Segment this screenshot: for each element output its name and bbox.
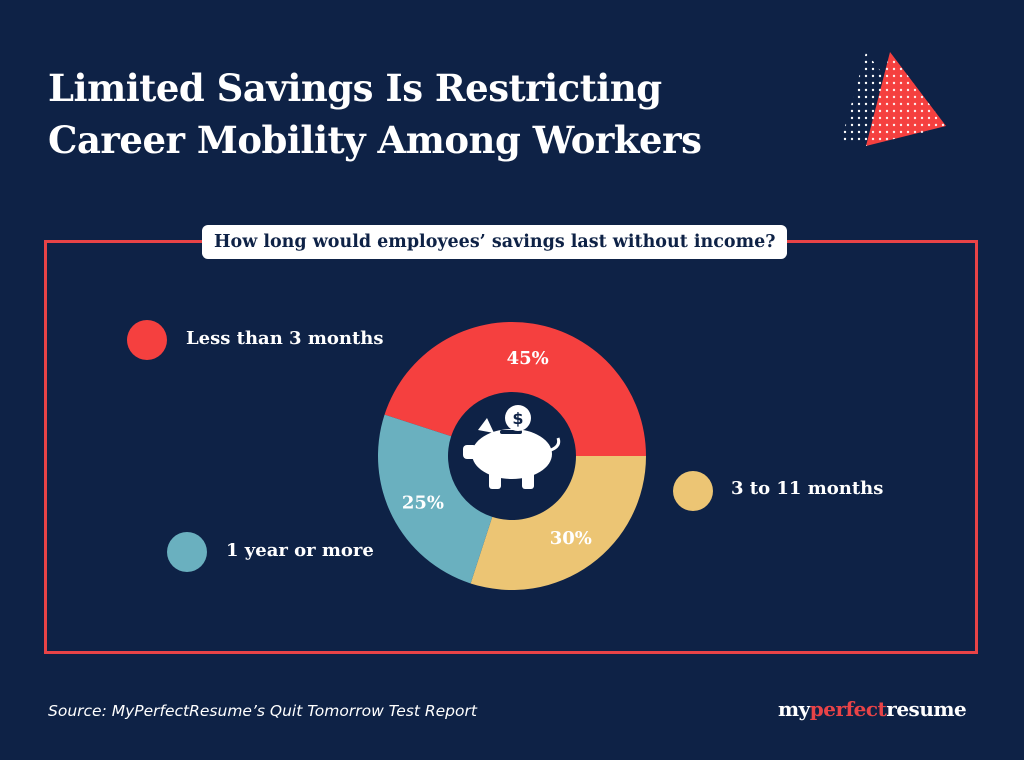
piggy-bank-icon: $: [463, 405, 561, 489]
triangle-decoration-icon: [840, 52, 946, 146]
legend-dot-less-than-3-months: [127, 320, 167, 360]
logo-part-my: my: [778, 697, 810, 721]
legend-label-1-year-or-more: 1 year or more: [226, 540, 374, 561]
slice-label-less-than-3-months: 45%: [507, 348, 549, 369]
donut-slice-less-than-3-months: [384, 322, 646, 456]
title-line-1: Limited Savings Is Restricting: [48, 66, 662, 110]
logo-part-resume: resume: [886, 697, 967, 721]
legend-label-less-than-3-months: Less than 3 months: [186, 328, 384, 349]
legend-dot-1-year-or-more: [167, 532, 207, 572]
legend-dot-3-to-11-months: [673, 471, 713, 511]
slice-label-3-to-11-months: 30%: [550, 528, 592, 549]
title-line-2: Career Mobility Among Workers: [48, 118, 702, 162]
legend-label-3-to-11-months: 3 to 11 months: [731, 478, 884, 499]
logo-part-perfect: perfect: [809, 697, 887, 721]
chart-question: How long would employees’ savings last w…: [202, 225, 788, 259]
page-title: Limited Savings Is Restricting Career Mo…: [48, 62, 702, 166]
donut-slice-3-to-11-months: [470, 456, 646, 590]
source-note: Source: MyPerfectResume’s Quit Tomorrow …: [48, 702, 477, 720]
slice-label-1-year-or-more: 25%: [402, 492, 444, 513]
brand-logo: myperfectresume: [778, 696, 967, 722]
svg-text:$: $: [512, 409, 523, 428]
donut-slice-1-year-or-more: [378, 414, 493, 584]
